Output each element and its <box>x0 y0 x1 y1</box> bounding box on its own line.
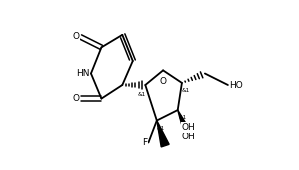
Text: OH: OH <box>181 132 195 141</box>
Text: &1: &1 <box>138 92 146 97</box>
Text: HN: HN <box>76 69 89 78</box>
Text: F: F <box>142 138 147 147</box>
Text: &1: &1 <box>178 115 187 120</box>
Text: OH: OH <box>181 123 195 132</box>
Text: HO: HO <box>230 81 243 89</box>
Text: O: O <box>72 94 80 103</box>
Polygon shape <box>178 110 192 136</box>
Text: O: O <box>72 32 80 41</box>
Text: &1: &1 <box>156 126 165 131</box>
Text: &1: &1 <box>181 88 190 93</box>
Polygon shape <box>157 121 169 147</box>
Text: O: O <box>160 77 167 86</box>
